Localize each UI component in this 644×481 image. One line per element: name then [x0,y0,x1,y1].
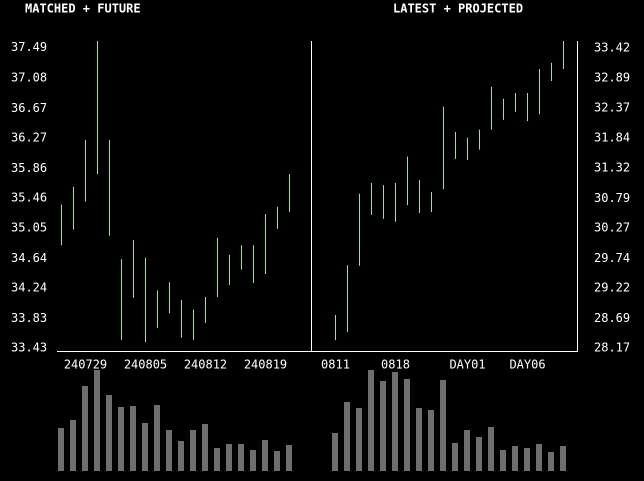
y-tick-label: 31.32 [594,160,630,174]
volume-bar [286,445,292,471]
panel-title: MATCHED + FUTURE [25,2,141,16]
y-tick-label: 37.49 [11,40,47,54]
x-tick-label: 240805 [124,358,167,372]
volume-bar [392,372,398,471]
y-tick-label: 34.24 [11,281,47,295]
volume-bar [238,444,244,471]
y-tick-label: 28.17 [594,341,630,355]
volume-bar [202,424,208,471]
volume-bar [226,444,232,471]
volume-bar [452,443,458,471]
y-tick-label: 33.43 [11,341,47,355]
x-tick-label: DAY01 [449,358,485,372]
x-tick-label: 0811 [321,358,350,372]
volume-bar [166,430,172,471]
volume-bar [82,386,88,471]
y-tick-label: 30.27 [594,221,630,235]
volume-bar [94,370,100,471]
volume-bar [428,410,434,471]
volume-bar [404,379,410,471]
y-tick-label: 29.74 [594,251,630,265]
volume-bar [368,370,374,471]
y-tick-label: 33.83 [11,311,47,325]
y-tick-label: 31.84 [594,131,630,145]
y-tick-label: 36.67 [11,101,47,115]
volume-bar [536,444,542,471]
volume-bar [416,408,422,471]
y-tick-label: 37.08 [11,70,47,84]
x-tick-label: 0818 [381,358,410,372]
y-tick-label: 32.89 [594,71,630,85]
volume-bar [476,437,482,471]
volume-bar [262,440,268,471]
x-tick-label: DAY06 [509,358,545,372]
volume-bar [488,427,494,471]
volume-bar [560,446,566,471]
volume-bar [356,408,362,471]
y-tick-label: 35.86 [11,161,47,175]
volume-bar [178,441,184,471]
volume-bar [214,448,220,471]
y-tick-label: 36.27 [11,130,47,144]
volume-bar [274,451,280,471]
volume-bar [332,433,338,471]
y-tick-label: 28.69 [594,311,630,325]
volume-bar [70,420,76,471]
y-tick-label: 29.22 [594,281,630,295]
x-tick-label: 240819 [244,358,287,372]
volume-bar [58,428,64,471]
volume-bar [130,406,136,471]
volume-bar [142,423,148,471]
volume-bar [464,430,470,471]
volume-bar [250,450,256,471]
y-tick-label: 35.05 [11,221,47,235]
x-tick-label: 240729 [64,358,107,372]
volume-bar [190,430,196,471]
volume-bar [512,446,518,471]
volume-bar [524,448,530,471]
y-tick-label: 32.37 [594,100,630,114]
volume-bar [118,407,124,471]
y-tick-label: 33.42 [594,40,630,54]
volume-bar [548,452,554,471]
volume-bar [380,381,386,471]
x-tick-label: 240812 [184,358,227,372]
y-tick-label: 30.79 [594,191,630,205]
y-tick-label: 34.64 [11,251,47,265]
volume-bar [106,395,112,471]
volume-bar [440,380,446,471]
volume-bar [500,450,506,471]
volume-bar [344,402,350,471]
y-tick-label: 35.46 [11,190,47,204]
volume-bar [154,405,160,471]
panel-title: LATEST + PROJECTED [393,2,523,16]
